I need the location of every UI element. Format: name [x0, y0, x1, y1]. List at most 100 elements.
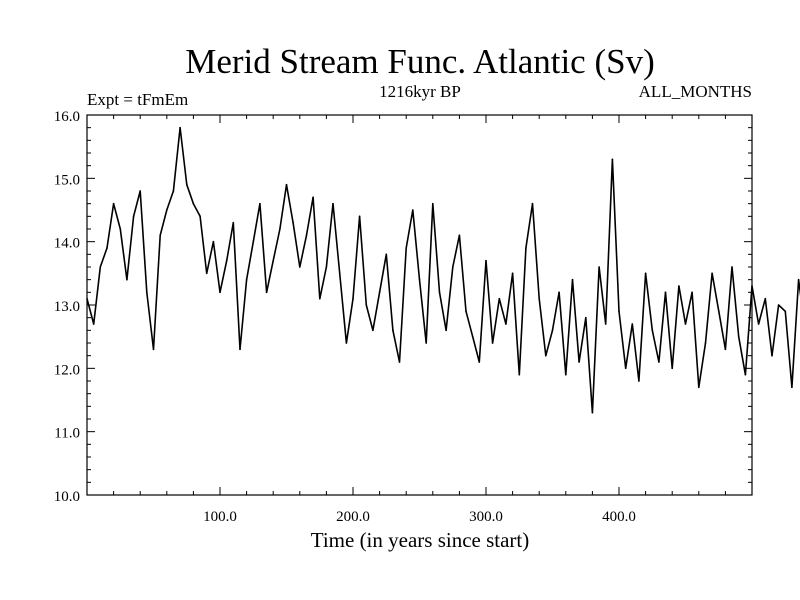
data-point: [578, 361, 580, 363]
x-axis-label: Time (in years since start): [311, 528, 530, 552]
data-point: [152, 348, 155, 351]
y-tick-label: 15.0: [54, 172, 80, 188]
data-point: [471, 335, 474, 338]
data-point: [405, 247, 408, 249]
data-point: [531, 202, 534, 205]
data-point: [771, 354, 773, 357]
data-point: [571, 278, 574, 281]
data-point: [325, 266, 328, 268]
data-point: [358, 215, 361, 218]
data-point: [132, 215, 135, 218]
y-tick-label: 14.0: [54, 236, 80, 252]
data-point: [638, 380, 640, 382]
data-point: [491, 342, 494, 344]
data-point: [265, 291, 268, 294]
data-point: [604, 323, 607, 325]
data-point: [591, 411, 594, 414]
data-point: [92, 323, 95, 325]
data-point: [551, 329, 554, 332]
data-point: [345, 342, 348, 344]
data-point: [412, 209, 414, 211]
y-tick-label: 13.0: [54, 299, 80, 315]
data-point: [545, 354, 547, 357]
data-point: [159, 234, 161, 237]
data-point: [139, 190, 141, 192]
data-point: [99, 266, 102, 268]
data-point: [777, 304, 780, 306]
data-point: [505, 323, 507, 325]
data-point: [757, 323, 760, 325]
data-point: [398, 361, 401, 363]
data-point: [644, 272, 647, 275]
data-point: [126, 278, 128, 281]
data-point: [252, 240, 255, 243]
x-tick-label: 100.0: [203, 509, 237, 525]
data-point: [245, 278, 248, 281]
y-tick-label: 16.0: [54, 109, 80, 125]
data-point: [704, 342, 707, 344]
data-point: [279, 228, 281, 230]
data-point: [352, 297, 354, 300]
data-point: [658, 361, 660, 363]
data-point: [192, 202, 195, 205]
data-point: [671, 367, 673, 370]
data-point: [525, 247, 527, 249]
data-point: [365, 304, 368, 306]
data-point: [172, 190, 175, 192]
data-point: [418, 278, 421, 281]
series-line-atlantic-moc: [86, 126, 800, 414]
data-point: [166, 209, 168, 211]
data-point: [372, 329, 374, 332]
data-point: [445, 329, 447, 332]
data-point: [438, 291, 441, 294]
data-point: [299, 266, 301, 268]
data-point: [112, 202, 115, 205]
data-point: [199, 215, 201, 218]
y-axis: 10.0 11.0 12.0 13.0 14.0 15.0 16.0: [54, 109, 752, 505]
y-tick-label: 12.0: [54, 362, 80, 378]
y-tick-label: 10.0: [54, 489, 80, 505]
data-point: [585, 316, 587, 319]
data-point: [744, 373, 747, 376]
data-point: [458, 234, 461, 237]
data-point: [205, 272, 208, 275]
data-point: [478, 361, 481, 363]
data-point: [558, 291, 560, 294]
data-point: [432, 202, 434, 205]
data-point: [392, 329, 394, 332]
data-point: [119, 228, 122, 230]
plot-frame: [86, 114, 753, 496]
data-point: [425, 342, 428, 344]
data-point: [259, 202, 261, 205]
data-point: [385, 253, 388, 256]
data-point: [718, 310, 720, 313]
data-point: [737, 335, 740, 338]
data-point: [711, 272, 713, 275]
data-point: [651, 329, 654, 332]
data-point: [518, 373, 521, 376]
data-point: [485, 259, 487, 262]
chart-title: Merid Stream Func. Atlantic (Sv): [185, 42, 655, 81]
data-point: [784, 310, 787, 313]
data-point: [338, 272, 341, 275]
chart-subtitle-center: 1216kyr BP: [379, 82, 461, 101]
x-tick-label: 300.0: [469, 509, 503, 525]
data-point: [691, 291, 693, 294]
data-point: [598, 266, 600, 268]
chart-subtitle-left: Expt = tFmEm: [87, 90, 188, 109]
y-tick-label: 11.0: [54, 426, 80, 442]
x-axis: 100.0 200.0 300.0 400.0: [113, 115, 726, 525]
data-point: [106, 247, 108, 249]
data-point: [179, 126, 181, 129]
data-point: [225, 259, 228, 262]
data-point: [498, 297, 501, 300]
data-point: [611, 158, 614, 161]
data-point: [664, 291, 667, 294]
data-point: [678, 285, 680, 287]
data-point: [332, 202, 334, 205]
data-point: [465, 310, 467, 313]
data-point: [305, 234, 308, 237]
data-point: [212, 240, 215, 243]
data-point: [684, 323, 687, 325]
